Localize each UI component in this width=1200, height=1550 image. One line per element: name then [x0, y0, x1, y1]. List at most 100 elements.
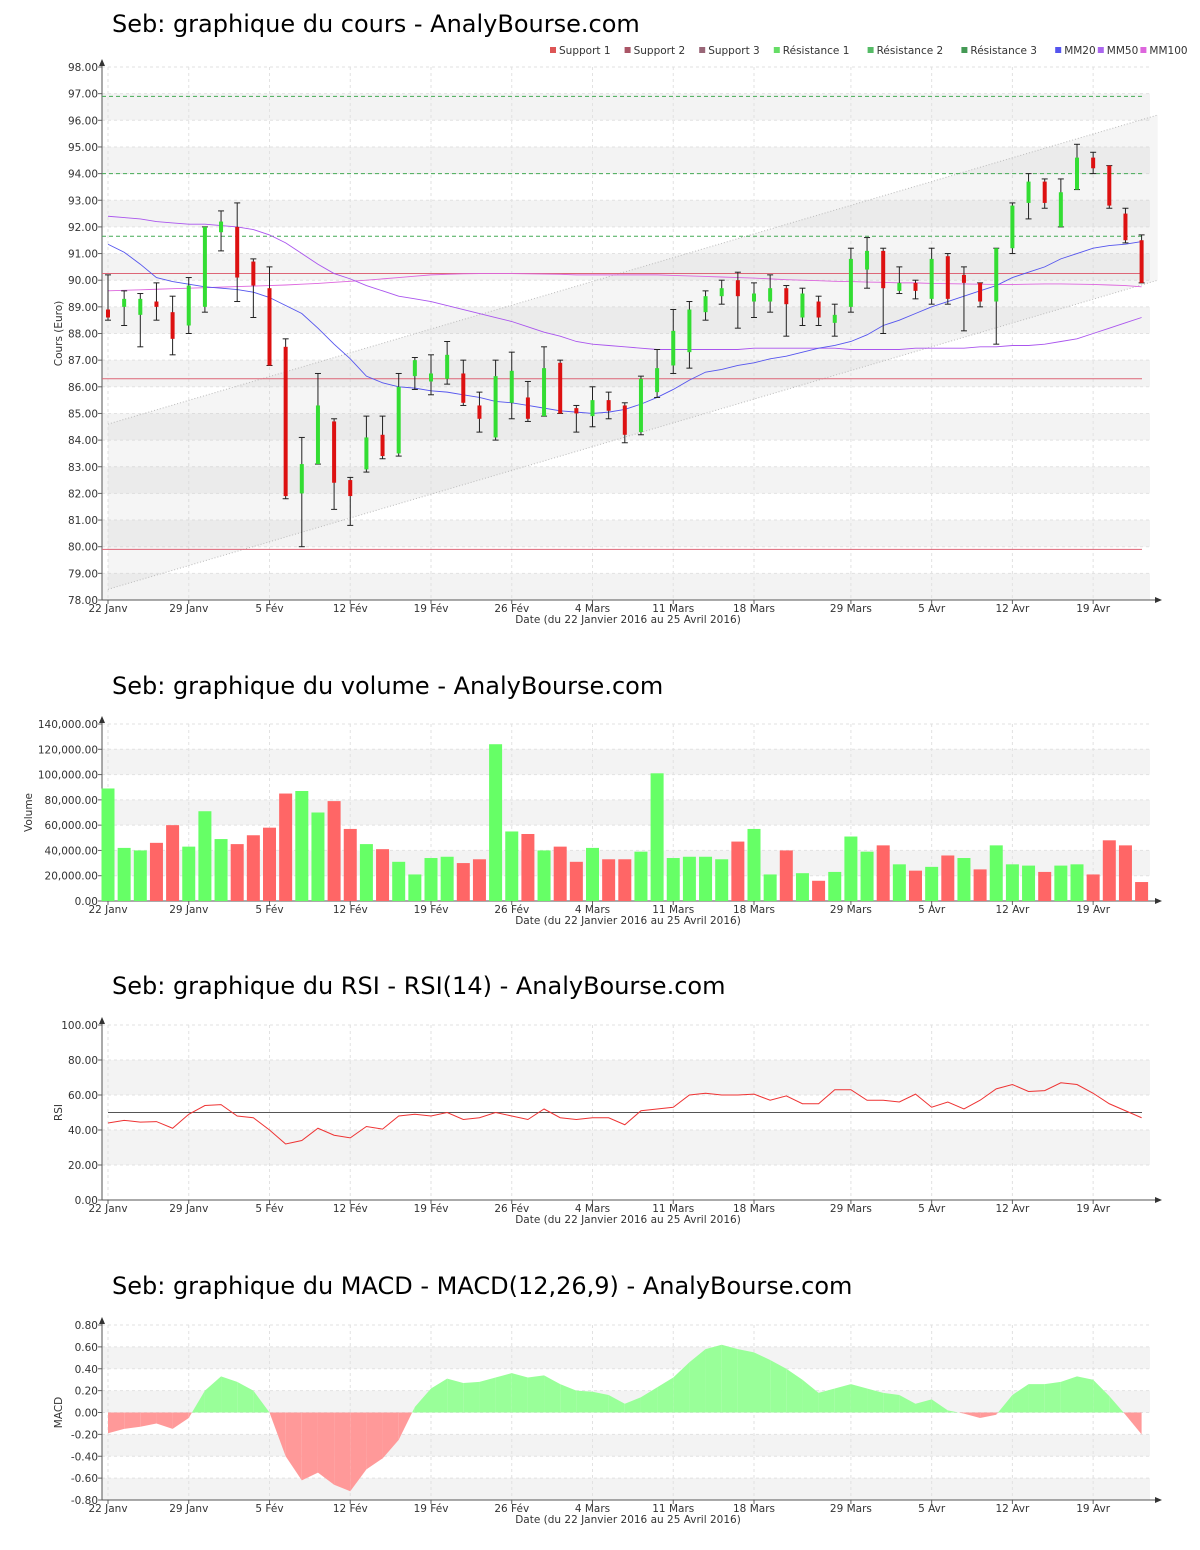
candle-body [994, 248, 999, 302]
volume-bar [602, 859, 616, 901]
volume-bar [553, 846, 567, 901]
legend-swatch [1097, 47, 1104, 53]
y-tick-label: 60.00 [68, 1090, 98, 1102]
candle-body [671, 330, 676, 366]
x-tick-label: 26 Fév [494, 1503, 529, 1515]
candle-body [768, 288, 773, 302]
grid-band [102, 360, 1150, 387]
x-tick-label: 12 Fév [333, 1503, 368, 1515]
y-tick-label: 100,000.00 [38, 770, 98, 782]
volume-bar [747, 828, 761, 901]
macd-area [544, 1375, 561, 1413]
legend-item: Support 1 [559, 45, 611, 57]
candle-body [348, 480, 353, 497]
x-tick-label: 5 Fév [255, 904, 283, 916]
volume-bar [408, 874, 422, 901]
y-tick-label: 89.00 [68, 302, 98, 314]
x-axis-title: Date (du 22 Janvier 2016 au 25 Avril 201… [515, 1514, 741, 1526]
candle-body [380, 434, 385, 457]
macd-area [253, 1390, 270, 1413]
volume-bar [876, 845, 890, 901]
candle-body [638, 378, 643, 433]
volume-bar [311, 812, 325, 901]
x-tick-label: 29 Janv [169, 1503, 208, 1515]
x-tick-label: 12 Fév [333, 603, 368, 615]
x-tick-label: 19 Fév [414, 603, 449, 615]
grid-band [102, 200, 1150, 227]
x-tick-label: 5 Fév [255, 1203, 283, 1215]
candle-body [493, 376, 498, 438]
macd-area [998, 1395, 1013, 1413]
volume-bar [763, 874, 777, 901]
rsi-panel: Seb: graphique du RSI - RSI(14) - AnalyB… [0, 972, 1200, 1252]
candle-body [122, 298, 127, 307]
x-axis-title: Date (du 22 Janvier 2016 au 25 Avril 201… [515, 614, 741, 626]
macd-chart-title: Seb: graphique du MACD - MACD(12,26,9) -… [112, 1272, 853, 1300]
price-panel: Seb: graphique du cours - AnalyBourse.co… [0, 10, 1200, 630]
candle-body [299, 464, 304, 494]
x-axis-arrow [1155, 597, 1162, 603]
y-tick-label: 120,000.00 [38, 744, 98, 756]
legend-item: MM20 [1064, 45, 1095, 57]
macd-area [414, 1388, 431, 1413]
volume-bar [263, 827, 276, 901]
grid-band [102, 1060, 1150, 1095]
volume-bar [521, 833, 535, 901]
x-tick-label: 29 Janv [169, 904, 208, 916]
macd-area [689, 1349, 706, 1413]
candle-body [477, 405, 482, 419]
volume-bar [715, 859, 729, 901]
candle-body [752, 293, 756, 302]
x-tick-label: 11 Mars [652, 1203, 694, 1215]
macd-area [657, 1377, 674, 1413]
macd-area [834, 1384, 851, 1413]
candle-body [283, 346, 288, 497]
candle-body [1026, 181, 1031, 203]
x-tick-label: 18 Mars [733, 1503, 775, 1515]
volume-bar [424, 858, 438, 901]
macd-area [560, 1384, 577, 1413]
x-tick-label: 26 Fév [494, 1203, 529, 1215]
macd-area [188, 1412, 192, 1418]
x-tick-label: 29 Mars [830, 904, 872, 916]
candle-body [315, 405, 320, 465]
macd-area [156, 1412, 173, 1429]
candle-body [606, 400, 611, 411]
x-tick-label: 18 Mars [733, 904, 775, 916]
volume-bar [295, 791, 309, 901]
y-tick-label: -0.60 [71, 1473, 98, 1485]
x-tick-label: 22 Janv [88, 1203, 127, 1215]
macd-area [1093, 1379, 1110, 1413]
y-tick-label: 40,000.00 [45, 845, 98, 857]
volume-bar [1054, 865, 1068, 901]
candle-body [542, 368, 547, 417]
volume-bar [456, 863, 470, 901]
macd-area [818, 1388, 835, 1413]
grid-band [102, 253, 1150, 281]
volume-bar [618, 859, 632, 901]
y-axis-title: Volume [23, 793, 35, 832]
volume-bar [472, 859, 486, 901]
volume-bar [860, 851, 874, 901]
x-tick-label: 5 Fév [255, 1503, 283, 1515]
x-tick-label: 5 Avr [918, 904, 946, 916]
y-tick-label: 0.40 [75, 1364, 98, 1376]
grid-band [102, 93, 1150, 121]
candle-body [961, 274, 966, 283]
x-tick-label: 18 Mars [733, 603, 775, 615]
channel-fill [108, 114, 1158, 590]
volume-bar [1070, 864, 1084, 901]
candle-body [832, 314, 837, 323]
x-tick-label: 12 Avr [996, 1203, 1030, 1215]
macd-area [673, 1362, 690, 1413]
candle-body [106, 309, 110, 318]
x-tick-label: 29 Mars [830, 1203, 872, 1215]
candle-body [170, 312, 175, 339]
volume-bar [1102, 840, 1116, 901]
macd-area [980, 1412, 997, 1418]
candle-body [186, 285, 191, 326]
candle-body [913, 282, 918, 291]
macd-area [495, 1373, 512, 1413]
volume-chart-title: Seb: graphique du volume - AnalyBourse.c… [112, 672, 664, 700]
candle-body [848, 258, 853, 307]
